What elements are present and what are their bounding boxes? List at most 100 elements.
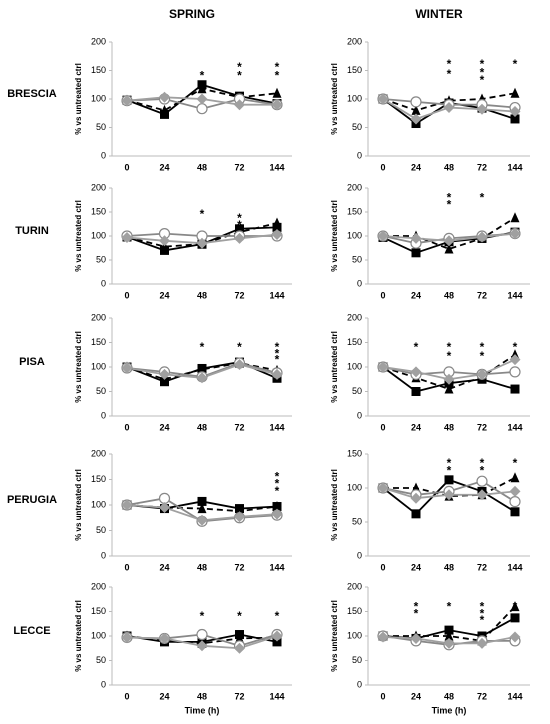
x-tick-label: 24 [159, 691, 169, 701]
marker [410, 632, 422, 644]
marker [476, 637, 488, 649]
marker [272, 87, 282, 98]
y-axis-label: % vs untreated ctrl [330, 469, 339, 541]
significance-mark: * [480, 190, 485, 204]
y-axis-label: % vs untreated ctrl [74, 63, 83, 135]
marker [510, 212, 520, 223]
series-line [383, 216, 516, 250]
significance-mark: * [480, 57, 485, 71]
y-tick-label: 100 [91, 361, 106, 371]
marker [509, 106, 521, 118]
x-tick-label: 48 [197, 290, 207, 300]
marker [410, 232, 422, 244]
marker [509, 631, 521, 643]
y-axis-label: % vs untreated ctrl [74, 331, 83, 403]
marker [476, 368, 488, 380]
y-tick-label: 50 [352, 386, 362, 396]
y-tick-label: 0 [357, 150, 362, 160]
y-axis-label: % vs untreated ctrl [330, 200, 339, 272]
significance-mark: * [237, 609, 242, 623]
panel: 0 50 100 150 200 0 24 48 72 144 % vs untreated ctr… [74, 182, 292, 300]
y-tick-label: 0 [101, 278, 106, 288]
y-tick-label: 100 [347, 630, 362, 640]
marker [510, 613, 520, 623]
y-axis-label: % vs untreated ctrl [74, 469, 83, 541]
panel: 0 50 100 150 200 0 24 48 72 144 % vs untreated ctr… [74, 36, 292, 172]
marker [410, 492, 422, 504]
x-tick-label: 72 [477, 691, 487, 701]
x-tick-label: 0 [380, 422, 385, 432]
y-tick-label: 50 [96, 655, 106, 665]
marker [476, 475, 488, 487]
y-tick-label: 100 [91, 230, 106, 240]
marker [411, 509, 421, 519]
marker [476, 103, 488, 115]
y-tick-label: 150 [347, 606, 362, 616]
row-label: PERUGIA [7, 494, 57, 506]
x-tick-label: 48 [197, 691, 207, 701]
marker [197, 503, 207, 514]
x-tick-label: 48 [197, 162, 207, 172]
marker [510, 384, 520, 394]
y-axis-label: % vs untreated ctrl [74, 200, 83, 272]
significance-mark: * [200, 340, 205, 354]
x-tick-label: 144 [507, 422, 522, 432]
marker [509, 228, 521, 240]
x-tick-label: 72 [234, 562, 244, 572]
marker [196, 103, 208, 115]
y-tick-label: 100 [347, 482, 362, 492]
marker [443, 235, 455, 247]
x-tick-label: 24 [411, 290, 421, 300]
significance-mark: * [447, 57, 452, 71]
significance-mark: * [275, 609, 280, 623]
x-tick-label: 48 [197, 422, 207, 432]
y-tick-label: 50 [96, 254, 106, 264]
marker [377, 93, 389, 105]
significance-mark: * [513, 456, 518, 470]
x-tick-label: 24 [411, 562, 421, 572]
x-tick-label: 144 [269, 422, 284, 432]
marker [197, 363, 207, 374]
significance-mark: * [275, 346, 280, 360]
series-line [382, 354, 516, 391]
significance-mark: * [447, 198, 452, 212]
significance-mark: * [447, 463, 452, 477]
y-tick-label: 150 [347, 337, 362, 347]
x-tick-label: 24 [411, 162, 421, 172]
x-tick-label: 0 [380, 691, 385, 701]
row-label: BRESCIA [7, 88, 57, 100]
panel: 0 50 100 150 200 0 24 48 72 144 % vs untreated ctr… [74, 581, 292, 715]
series-line [383, 476, 516, 498]
significance-mark: * [414, 599, 419, 613]
x-tick-label: 24 [159, 162, 169, 172]
marker [509, 485, 521, 497]
marker [234, 232, 245, 244]
y-tick-label: 200 [91, 581, 106, 591]
panel: 0 50 100 150 200 0 24 48 72 144 % vs untreated ctr… [330, 581, 530, 715]
marker [510, 114, 520, 124]
x-tick-label: 144 [269, 162, 284, 172]
marker [272, 501, 282, 512]
y-axis-label: % vs untreated ctrl [330, 600, 339, 672]
significance-mark: * [275, 484, 280, 498]
x-tick-label: 48 [197, 562, 207, 572]
marker [476, 489, 488, 501]
marker [121, 631, 133, 643]
x-tick-label: 144 [507, 562, 522, 572]
marker [159, 502, 170, 514]
marker [443, 102, 455, 114]
marker [444, 383, 454, 394]
y-tick-label: 50 [96, 122, 106, 132]
marker [234, 99, 245, 111]
marker [235, 632, 244, 643]
y-tick-label: 50 [96, 386, 106, 396]
marker [121, 499, 133, 511]
marker [444, 625, 454, 635]
significance-mark: * [447, 67, 452, 81]
y-tick-label: 100 [347, 230, 362, 240]
x-tick-label: 48 [444, 562, 454, 572]
y-tick-label: 150 [347, 206, 362, 216]
marker [159, 91, 170, 103]
